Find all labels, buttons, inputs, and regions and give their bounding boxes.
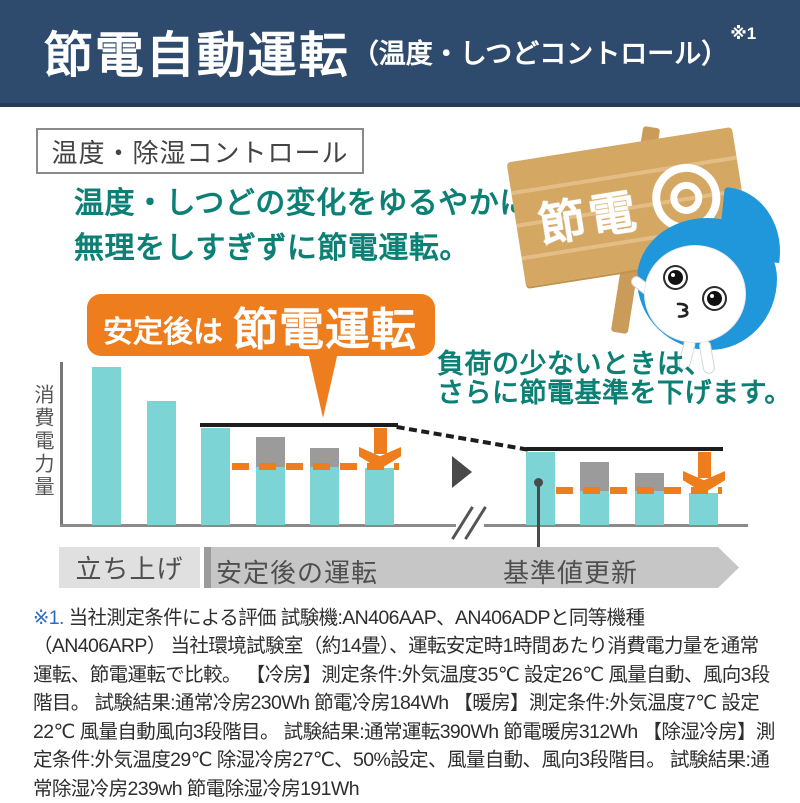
y-axis-line <box>60 362 63 525</box>
consumption-bar-saving <box>365 468 394 525</box>
consumption-bar-saving <box>635 491 664 525</box>
consumption-bar-normal-excess <box>310 448 339 467</box>
lead-copy: 温度・しつどの変化をゆるやかに、 無理をしすぎずに節電運転。 <box>74 181 559 271</box>
consumption-bar-saving <box>689 493 718 525</box>
lead-line-2: 無理をしすぎずに節電運転。 <box>74 232 470 265</box>
consumption-bar-saving <box>310 467 339 525</box>
page-subtitle: （温度・しつどコントロール） <box>351 39 729 69</box>
mascot-eye <box>707 291 722 306</box>
baseline-update-line <box>537 484 540 548</box>
right-note: 負荷の少ないときは、 さらに節電基準を下げます。 <box>437 350 792 408</box>
consumption-bar-saving <box>526 452 555 525</box>
consumption-bar-normal-excess <box>580 462 609 491</box>
consumption-bar-normal-excess <box>635 473 664 491</box>
consumption-bar-saving <box>201 428 230 525</box>
x-axis-line <box>60 524 748 527</box>
reduce-arrow-right <box>683 452 725 493</box>
saving-callout-badge: 安定後は 節電運転 <box>87 294 435 356</box>
timeline-startup-segment: 立ち上げ <box>59 547 200 588</box>
water-drop-mascot <box>628 186 787 375</box>
consumption-bar-saving <box>580 491 609 525</box>
lead-line-1: 温度・しつどの変化をゆるやかに、 <box>74 187 560 220</box>
next-phase-arrow-icon <box>452 456 472 488</box>
sign-label: 節電 <box>534 183 644 252</box>
feature-tag-box: 温度・除湿コントロール <box>36 128 364 174</box>
badge-prefix: 安定後は <box>103 316 223 349</box>
saving-threshold-left <box>232 463 399 470</box>
consumption-bar-saving <box>256 467 285 525</box>
timeline-stable-label: 安定後の運転 <box>216 558 379 588</box>
badge-emphasis: 節電運転 <box>233 303 418 355</box>
right-note-line-1: 負荷の少ないときは、 <box>437 349 712 379</box>
baseline-left <box>200 423 398 427</box>
footnote-text: ※1. 当社測定条件による評価 試験機:AN406AAP、AN406ADPと同等… <box>33 604 775 803</box>
consumption-bar-saving <box>147 401 176 525</box>
page-title: 節電自動運転 <box>43 29 350 83</box>
timeline-update-label: 基準値更新 <box>503 558 639 588</box>
baseline-update-dot <box>534 478 543 487</box>
consumption-bar-normal-excess <box>256 437 285 467</box>
reduce-arrow-left <box>359 428 401 469</box>
header-banner: 節電自動運転 （温度・しつどコントロール） ※1 <box>0 0 800 107</box>
mascot-illustration: 節電 <box>506 118 800 375</box>
feature-tag-label: 温度・除湿コントロール <box>51 137 349 168</box>
saving-threshold-right <box>556 487 722 494</box>
footnote-marker: ※1. <box>33 607 64 629</box>
mascot-eye <box>668 270 683 285</box>
baseline-transition-dashed <box>396 425 529 452</box>
consumption-bar-saving <box>92 367 121 525</box>
timeline-arrow-tip <box>718 547 739 588</box>
timeline-main-segment <box>204 547 718 588</box>
right-note-line-2: さらに節電基準を下げます。 <box>437 378 792 408</box>
baseline-right <box>526 447 723 451</box>
mascot-mouth <box>675 302 693 324</box>
y-axis-label: 消費電力量 <box>31 384 53 499</box>
footnote-ref-superscript: ※1 <box>730 23 757 43</box>
footnote-body: 当社測定条件による評価 試験機:AN406AAP、AN406ADPと同等機種（A… <box>33 607 775 800</box>
timeline-segment-divider <box>204 547 211 588</box>
timeline-startup-label: 立ち上げ <box>75 554 184 584</box>
mascot-face <box>645 246 745 342</box>
badge-pointer-tail <box>308 352 338 418</box>
